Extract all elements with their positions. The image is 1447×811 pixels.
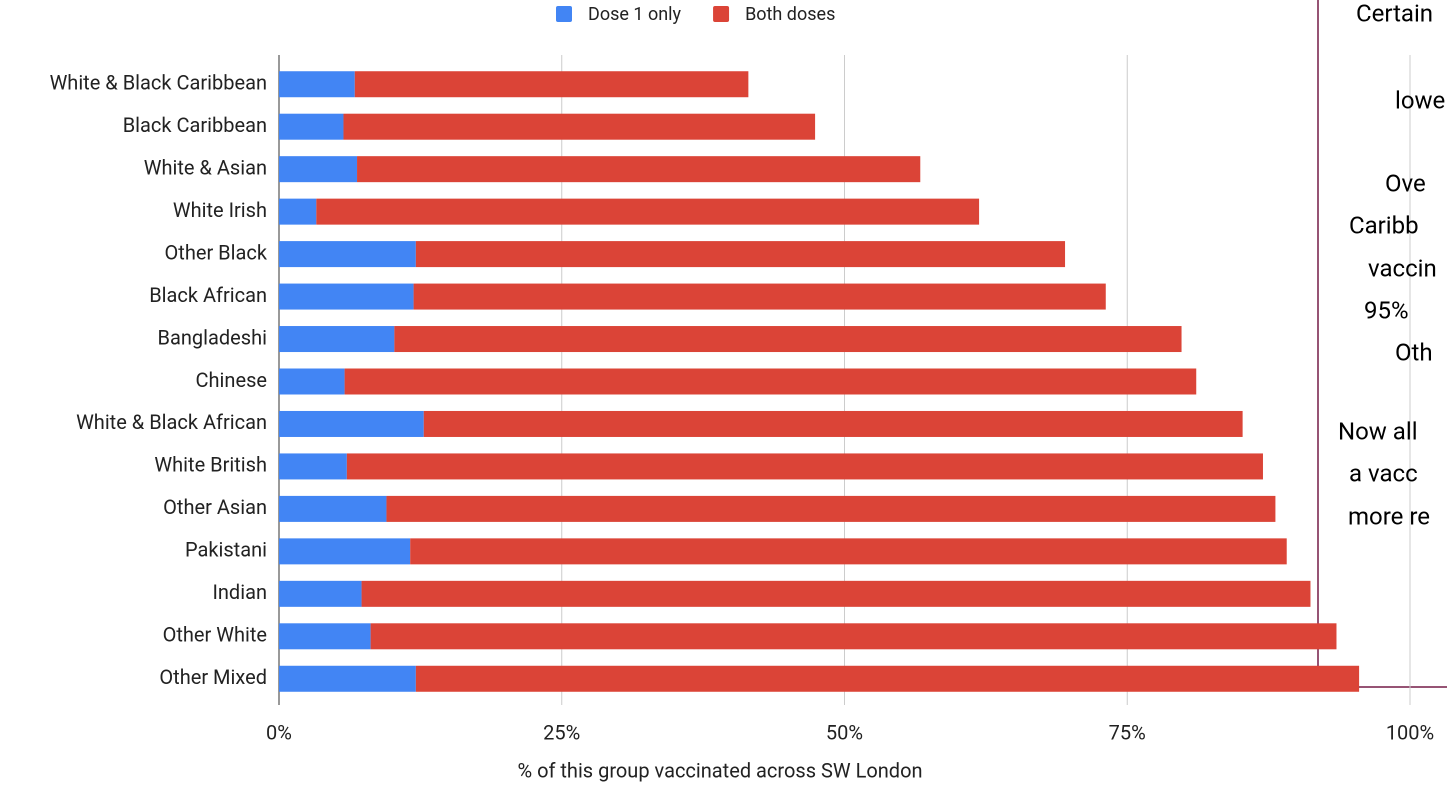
legend-label: Dose 1 only (588, 4, 682, 25)
annotation-text: Now all (1338, 417, 1418, 445)
annotation-text: a vacc (1349, 459, 1418, 487)
bar-segment (386, 495, 1276, 522)
y-tick-label: White & Asian (144, 155, 267, 179)
bar-segment (394, 326, 1182, 353)
bar-segment (410, 538, 1287, 565)
bar-segment (415, 241, 1066, 268)
legend-swatch (713, 6, 730, 22)
bar-segment (279, 198, 317, 225)
bar-segment (361, 580, 1311, 607)
x-axis-label: % of this group vaccinated across SW Lon… (517, 758, 922, 782)
bar-segment (354, 71, 749, 98)
legend-swatch (556, 6, 572, 22)
bar-segment (279, 410, 424, 437)
y-tick-label: White Irish (173, 198, 267, 222)
x-tick-label: 25% (543, 720, 580, 744)
bar-segment (279, 241, 416, 268)
bar-segment (279, 326, 395, 353)
y-tick-label: Black African (149, 283, 267, 307)
bar-segment (279, 538, 411, 565)
bar-segment (279, 283, 414, 310)
bar-segment (279, 71, 355, 98)
y-tick-label: Other Black (165, 240, 268, 264)
x-tick-label: 100% (1386, 720, 1434, 744)
annotation-text: Ove (1385, 169, 1426, 197)
annotation-box (1317, 0, 1447, 688)
y-tick-label: Black Caribbean (123, 113, 267, 137)
annotation-text: Oth (1395, 338, 1433, 366)
annotation-text: more re (1348, 502, 1430, 530)
bar-segment (423, 410, 1243, 437)
bar-segment (279, 453, 347, 480)
bar-segment (279, 665, 416, 692)
annotation-text: 95% (1364, 296, 1409, 324)
bar-segment (279, 580, 362, 607)
annotation-text: vaccin (1368, 254, 1437, 282)
x-tick-label: 75% (1109, 720, 1146, 744)
y-tick-label: Bangladeshi (158, 325, 267, 349)
y-tick-label: Other White (163, 623, 267, 647)
y-tick-label: White British (154, 453, 267, 477)
y-tick-label: Other Asian (163, 495, 267, 519)
bar-segment (279, 623, 371, 650)
bar-segment (316, 198, 980, 225)
bar-segment (279, 368, 345, 395)
bar-segment (343, 113, 816, 140)
legend-label: Both doses (745, 4, 835, 25)
y-tick-label: White & Black Caribbean (50, 71, 267, 95)
bar-segment (413, 283, 1106, 310)
y-tick-label: Other Mixed (159, 665, 267, 689)
y-tick-label: Indian (212, 580, 267, 604)
y-tick-label: Chinese (196, 368, 267, 392)
x-tick-label: 0% (266, 720, 292, 744)
y-tick-label: White & Black African (76, 410, 267, 434)
y-tick-label: Pakistani (185, 538, 267, 562)
bar-segment (279, 495, 387, 522)
annotation-text: lowe (1395, 86, 1445, 114)
bar-segment (346, 453, 1263, 480)
bar-segment (344, 368, 1197, 395)
bar-segment (279, 113, 344, 140)
bar-segment (370, 623, 1337, 650)
x-tick-label: 50% (826, 720, 863, 744)
annotation-text: Caribb (1349, 211, 1419, 239)
bar-segment (279, 156, 358, 183)
annotation-text: Certain (1356, 0, 1433, 27)
bar-segment (415, 665, 1360, 692)
bar-segment (357, 156, 921, 183)
